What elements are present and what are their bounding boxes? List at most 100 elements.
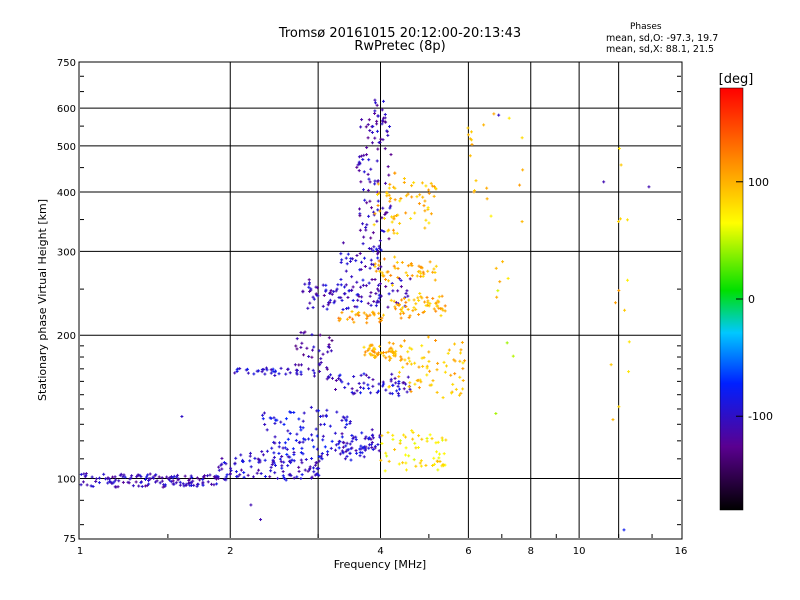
colorbar-tick-label: -100 [748,410,773,423]
data-point [329,301,331,305]
data-point [447,351,449,355]
data-point [253,372,255,376]
data-point [285,417,287,421]
data-point [411,274,413,278]
data-point [375,292,377,296]
data-point [405,453,407,457]
data-point [375,355,377,359]
data-point [371,262,373,266]
data-point [441,438,443,442]
data-point [364,353,366,357]
data-point [444,463,446,467]
data-point [429,383,431,387]
data-point [421,181,423,185]
data-point [369,343,371,347]
data-point [391,349,393,353]
data-point [122,480,124,484]
data-point [356,451,358,455]
data-point [423,356,425,360]
data-point [388,237,390,241]
data-point [351,439,353,443]
data-point [308,278,310,282]
data-point [381,434,383,438]
data-point [439,452,441,456]
data-point [326,366,328,370]
data-point [372,384,374,388]
data-point [437,361,439,365]
data-point [373,263,375,267]
data-point [265,366,267,370]
data-point [159,481,161,485]
data-point [356,253,358,257]
y-tick-label: 750 [57,58,76,69]
data-point [508,116,510,120]
data-point [352,437,354,441]
colorbar-tick-label: 0 [748,293,755,306]
data-point [390,196,392,200]
data-point [394,171,396,175]
data-point [221,456,223,460]
data-point [420,274,422,278]
data-point [230,469,232,473]
data-point [416,274,418,278]
data-point [610,363,612,367]
data-point [312,348,314,352]
data-point [413,298,415,302]
data-point [305,458,307,462]
data-point [342,451,344,455]
data-point [311,355,313,359]
data-point [418,313,420,317]
data-point [318,455,320,459]
data-point [377,443,379,447]
data-point [424,226,426,230]
data-point [443,360,445,364]
data-point [352,317,354,321]
data-point [436,368,438,372]
data-point [409,387,411,391]
data-point [409,314,411,318]
data-point [377,180,379,184]
data-point [408,316,410,320]
data-point [341,311,343,315]
data-point [372,249,374,253]
data-point [349,421,351,425]
data-point [391,215,393,219]
data-point [345,269,347,273]
data-point [319,414,321,418]
data-point [362,242,364,246]
data-point [292,447,294,451]
data-point [398,370,400,374]
data-point [247,473,249,477]
data-point [521,220,523,224]
data-point [405,194,407,198]
data-point [370,167,372,171]
data-point [308,285,310,289]
data-point [376,190,378,194]
data-point [317,294,319,298]
data-point [216,475,218,479]
data-point [383,216,385,220]
data-point [340,378,342,382]
data-point [140,475,142,479]
data-point [302,440,304,444]
data-point [318,349,320,353]
data-point [377,353,379,357]
data-point [399,387,401,391]
data-point [359,450,361,454]
data-point [363,455,365,459]
data-point [359,212,361,216]
data-point [422,311,424,315]
data-point [264,475,266,479]
data-point [372,433,374,437]
data-point [242,458,244,462]
data-point [389,206,391,210]
data-point [626,218,628,222]
data-point [279,457,281,461]
data-point [398,302,400,306]
data-point [438,295,440,299]
data-point [269,475,271,479]
data-point [284,477,286,481]
data-point [368,118,370,122]
data-point [273,451,275,455]
data-point [359,214,361,218]
